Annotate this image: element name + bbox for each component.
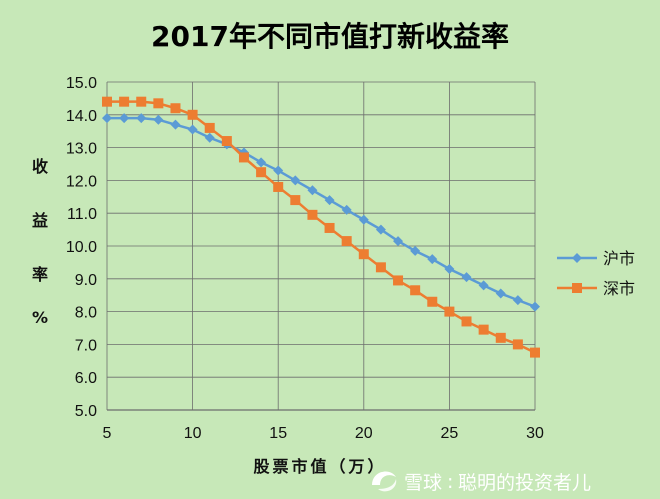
data-point [204,132,215,143]
data-point [102,96,112,107]
data-point [136,113,147,124]
data-point [461,316,472,327]
legend-swatch-marker [572,253,582,263]
series-1 [102,96,540,358]
data-point [238,152,249,163]
legend-swatch-marker [572,283,582,293]
data-point [410,245,421,256]
x-tick-label: 30 [526,425,544,442]
legend-label: 深市 [603,279,635,298]
data-point [324,222,335,233]
data-point [273,165,284,176]
y-tick-label: 12.0 [66,173,97,190]
x-tick-label: 15 [269,425,287,442]
data-point [530,301,540,312]
data-point [324,195,335,206]
watermark-brand: 雪球 [404,472,442,494]
data-point [495,332,506,343]
data-point [530,347,540,358]
y-tick-label: 10.0 [66,239,97,256]
data-point [410,285,421,296]
data-point [119,113,130,124]
x-tick-label: 5 [103,425,112,442]
chart-title: 2017年不同市值打新收益率 [151,20,509,53]
data-point [187,109,198,120]
data-point [512,295,523,306]
data-point [170,119,181,130]
y-tick-label: 6.0 [75,370,97,387]
watermark-separator: : [447,471,453,493]
series-layer [102,96,540,358]
y-tick-label: 8.0 [75,305,97,322]
y-tick-label: 15.0 [66,75,97,92]
data-point [119,96,130,107]
data-point [375,262,386,273]
data-point [358,249,369,260]
data-point [102,113,112,124]
x-tick-label: 25 [441,425,459,442]
watermark-author: 聪明的投资者儿 [458,472,591,494]
y-tick-label: 13.0 [66,141,97,158]
data-point [256,157,267,168]
data-point [170,103,181,114]
data-point [427,254,438,265]
data-point [153,114,164,125]
y-axis-label-char: 率 [32,265,48,284]
data-point [341,236,352,247]
data-point [136,96,147,107]
x-tick-label: 10 [184,425,202,442]
data-point [478,324,489,335]
data-point [512,339,523,350]
data-point [341,204,352,215]
y-axis-label: 收益率% [32,157,48,327]
x-axis-label: 股票市值（万） [253,457,386,476]
data-point [256,167,267,178]
data-point [375,224,386,235]
data-point [444,306,455,317]
y-tick-label: 14.0 [66,108,97,125]
data-point [393,236,404,247]
snowball-logo-icon [372,471,397,492]
y-tick-label: 5.0 [75,403,97,420]
series-0 [102,113,540,312]
x-axis-ticks: 5 10 15 20 25 30 [103,425,544,442]
data-point [290,195,301,206]
data-point [204,122,215,133]
y-tick-label: 11.0 [67,206,97,223]
legend-label: 沪市 [603,249,635,268]
data-point [461,272,472,283]
watermark: 雪球 : 聪明的投资者儿 [372,471,591,494]
y-axis-label-char: % [32,308,48,327]
data-point [307,185,318,196]
y-tick-label: 9.0 [75,272,97,289]
data-point [221,136,232,147]
data-point [427,296,438,307]
data-point [495,288,506,299]
y-tick-label: 7.0 [75,337,97,354]
data-point [273,181,284,192]
y-axis-label-char: 益 [32,211,48,230]
data-point [478,280,489,291]
data-point [187,124,198,135]
data-point [290,175,301,186]
plot-area [106,81,536,411]
data-point [307,209,318,220]
data-point [358,214,369,225]
y-axis-ticks: 5.0 6.0 7.0 8.0 9.0 10.0 11.0 12.0 13.0 14.0 15.0 [66,75,97,420]
data-point [153,98,164,109]
x-tick-label: 20 [355,425,373,442]
data-point [393,275,404,286]
data-point [444,263,455,274]
y-axis-label-char: 收 [32,157,48,176]
